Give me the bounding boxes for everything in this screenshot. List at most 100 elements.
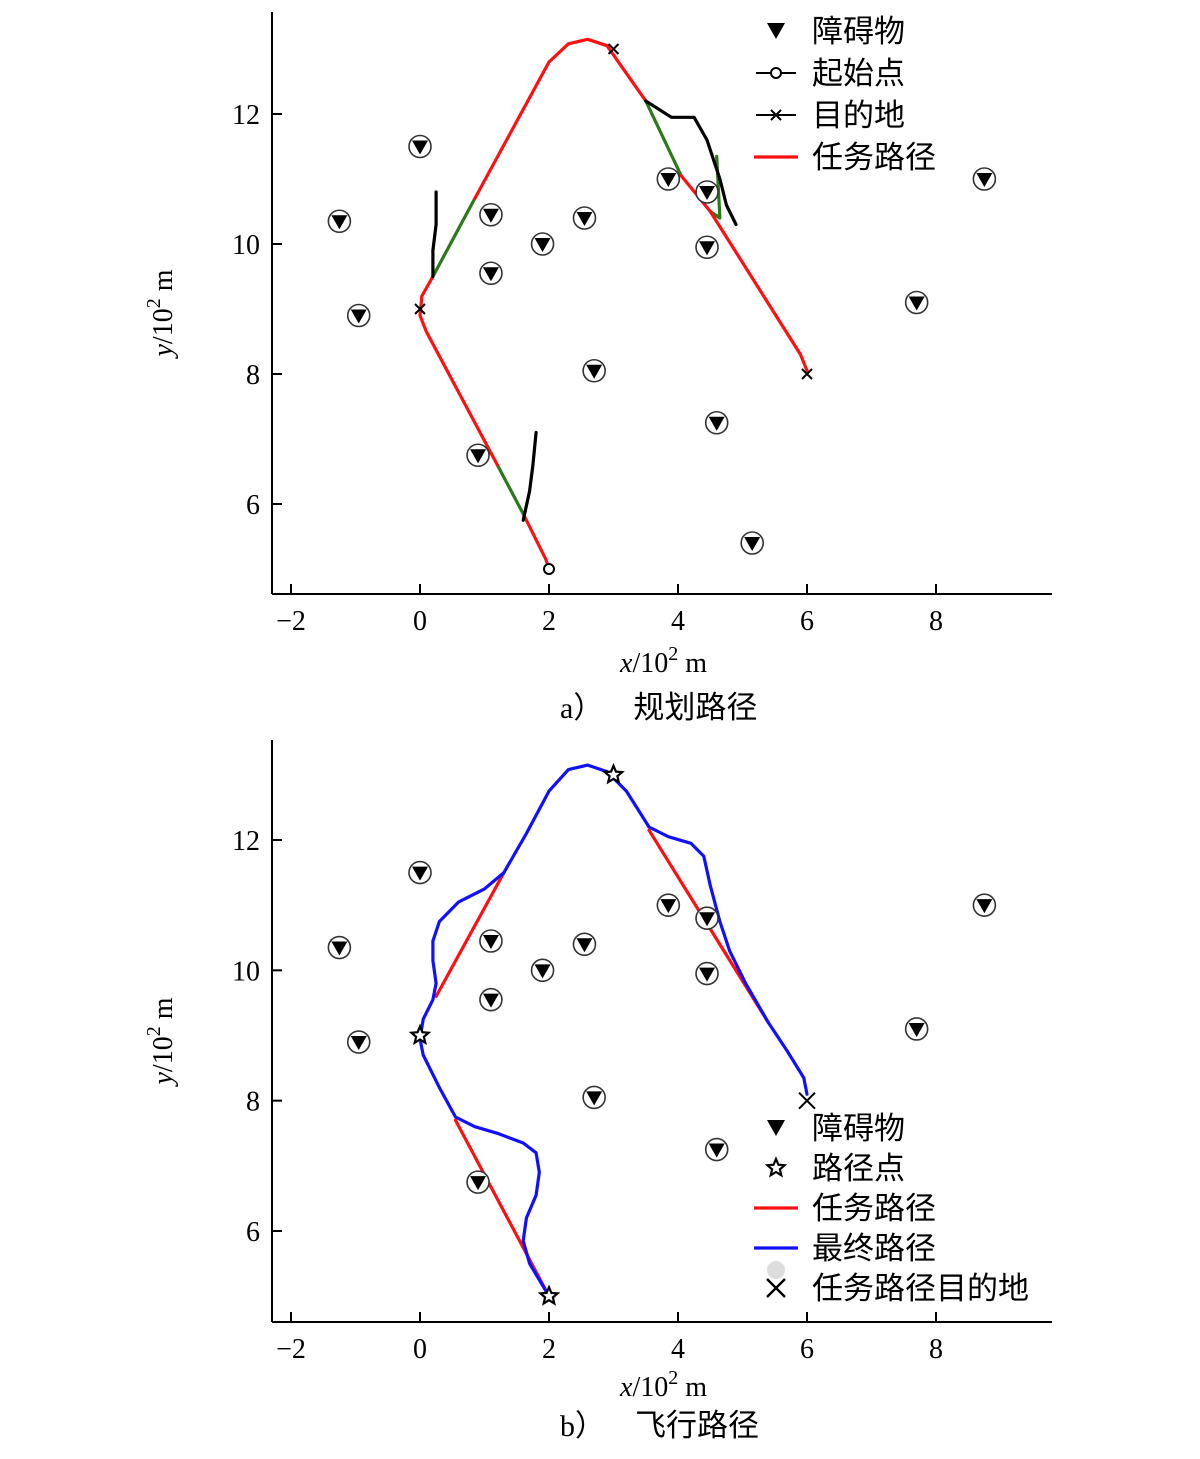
- legend-entry: 任务路径目的地: [766, 1261, 1029, 1307]
- obstacle-triangle: [976, 899, 993, 914]
- waypoint-marker: [408, 1023, 432, 1046]
- obstacle-marker: [582, 358, 606, 383]
- y-tick-label: 8: [246, 360, 260, 391]
- panel-a: −2 0 2 4 6 8 6 8 10 12 x/102 m y/102 m a） 规划路径 障碍物起始点目…: [143, 12, 1052, 726]
- series-line: [418, 763, 809, 1298]
- series-line: [521, 512, 551, 571]
- obstacle-triangle: [534, 964, 551, 979]
- legend-label: 路径点: [812, 1151, 905, 1187]
- y-tick-label: 12: [232, 826, 260, 857]
- y-tick-label: 8: [246, 1087, 260, 1118]
- legend-x-icon: [766, 1278, 786, 1298]
- obstacle-triangle: [660, 173, 677, 187]
- x-tick-label: 2: [542, 606, 556, 637]
- waypoint-marker: [537, 1284, 561, 1306]
- obstacle-marker: [656, 167, 681, 191]
- x-tick-label: −2: [276, 606, 306, 637]
- y-tick-label: 12: [232, 100, 260, 131]
- obstacle-triangle: [331, 215, 348, 230]
- obstacle-marker: [704, 1137, 729, 1162]
- obstacle-triangle: [699, 186, 716, 200]
- obstacle-triangle: [470, 1176, 487, 1191]
- obstacle-triangle: [699, 967, 716, 982]
- legend-label: 任务路径目的地: [812, 1271, 1029, 1307]
- obstacle-triangle: [350, 309, 367, 324]
- x-axis-label: x/102 m: [619, 643, 707, 679]
- legend-label: 障碍物: [812, 1111, 905, 1147]
- x-tick-label: 0: [413, 606, 427, 637]
- obstacle-triangle: [470, 449, 487, 464]
- y-tick-label: 6: [246, 1217, 260, 1248]
- legend-entry: 起始点: [756, 56, 905, 92]
- x-tick-label: 6: [800, 1334, 814, 1365]
- obstacle-marker: [704, 410, 729, 435]
- obstacle-marker: [479, 261, 503, 286]
- obstacle-marker: [904, 290, 929, 315]
- series-line: [434, 871, 506, 998]
- legend-label: 任务路径: [812, 1191, 936, 1227]
- legend-entry: 路径点: [764, 1151, 905, 1187]
- obstacle-triangle: [586, 364, 603, 379]
- series-line: [644, 99, 683, 178]
- legend-triangle-icon: [767, 23, 785, 39]
- x-tick-label: 0: [413, 1334, 427, 1365]
- series-line: [473, 37, 648, 201]
- obstacle-triangle: [708, 1143, 725, 1158]
- obstacle-marker: [327, 209, 352, 234]
- obstacle-triangle: [699, 912, 716, 927]
- obstacle-triangle: [482, 935, 499, 950]
- obstacle-triangle: [908, 296, 925, 311]
- x-tick-label: 4: [671, 606, 685, 637]
- start-point-marker: [543, 563, 555, 575]
- obstacle-triangle: [534, 238, 551, 252]
- obstacle-triangle: [482, 267, 499, 282]
- legend-star-icon: [764, 1156, 788, 1178]
- legend-label: 起始点: [812, 56, 905, 92]
- legend-triangle-icon: [767, 1120, 785, 1136]
- legend-obstacle-ghost-icon: [767, 1261, 785, 1279]
- obstacle-triangle: [482, 208, 499, 223]
- series-line: [644, 99, 738, 227]
- obstacle-marker: [346, 303, 371, 328]
- destination-marker: [607, 43, 620, 55]
- obstacle-triangle: [482, 993, 499, 1008]
- obstacle-marker: [572, 932, 597, 957]
- series-line: [431, 196, 477, 279]
- obstacle-marker: [972, 893, 997, 917]
- series-line: [453, 1118, 551, 1298]
- obstacle-marker: [695, 906, 719, 931]
- obstacle-triangle: [699, 241, 716, 256]
- y-axis-label: y/102 m: [143, 269, 179, 359]
- legend-label: 目的地: [812, 98, 905, 134]
- obstacle-marker: [408, 860, 432, 885]
- obstacle-marker: [466, 1170, 490, 1194]
- obstacle-marker: [530, 958, 555, 983]
- obstacle-marker: [408, 134, 432, 159]
- destination-marker: [798, 1091, 816, 1110]
- y-tick-label: 6: [246, 490, 260, 521]
- legend-label: 任务路径: [812, 140, 936, 176]
- legend-entry: 最终路径: [754, 1231, 936, 1267]
- series-line: [431, 190, 438, 279]
- x-tick-label: 4: [671, 1334, 685, 1365]
- x-axis-label: x/102 m: [619, 1367, 707, 1403]
- panel-b: −2 0 2 4 6 8 6 8 10 12 x/102 m y/102 m b） 飞行路径 障碍物路径点任…: [143, 740, 1052, 1444]
- obstacle-marker: [530, 232, 555, 256]
- obstacle-triangle: [908, 1022, 925, 1037]
- legend-entry: 任务路径: [754, 140, 936, 176]
- obstacle-marker: [479, 929, 503, 953]
- destination-marker: [801, 368, 813, 380]
- series-line: [521, 430, 538, 522]
- obstacle-triangle: [576, 212, 593, 226]
- obstacle-marker: [695, 180, 719, 204]
- obstacle-triangle: [660, 899, 677, 914]
- x-tick-label: 6: [800, 606, 814, 637]
- figure-caption: b） 飞行路径: [560, 1408, 759, 1444]
- obstacle-triangle: [586, 1091, 603, 1106]
- obstacle-marker: [466, 443, 490, 468]
- x-tick-label: 8: [929, 606, 943, 637]
- series-line: [495, 463, 525, 516]
- x-tick-label: −2: [276, 1334, 306, 1365]
